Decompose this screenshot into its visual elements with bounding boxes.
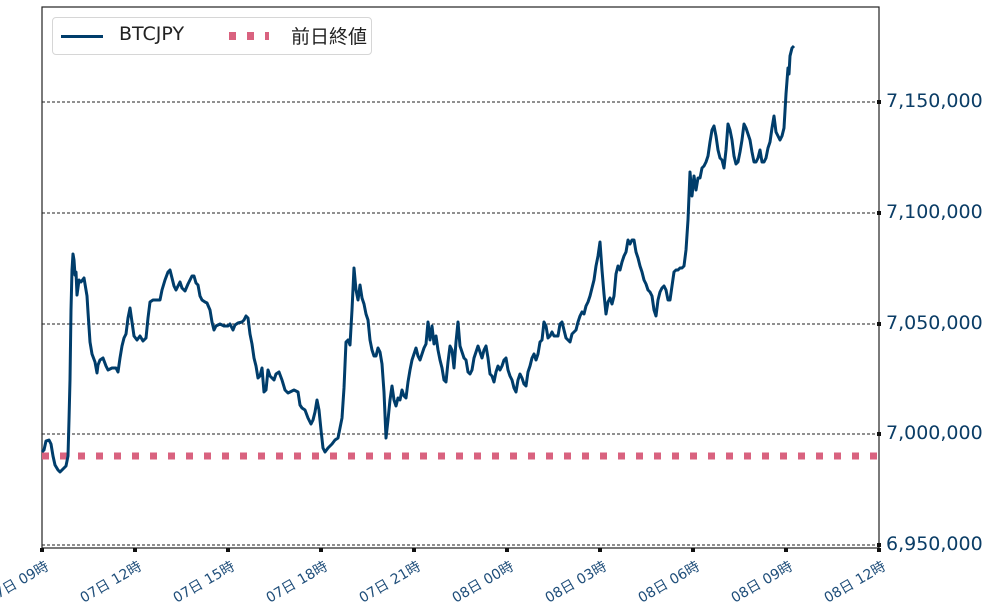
- y-axis-label: 7,150,000: [886, 90, 983, 112]
- y-tick-marks: [877, 100, 881, 547]
- legend: BTCJPY 前日終値: [52, 17, 372, 55]
- y-axis-label: 7,000,000: [886, 422, 983, 444]
- y-axis-label: 7,100,000: [886, 201, 983, 223]
- btcjpy-legend-line-icon: [61, 35, 103, 38]
- y-axis-label: 6,950,000: [886, 533, 983, 555]
- previous-close-legend-dots-icon: [229, 32, 273, 40]
- y-axis-label: 7,050,000: [886, 312, 983, 334]
- legend-label-previous-close: 前日終値: [291, 26, 368, 48]
- plot-area: [41, 6, 880, 549]
- x-tick-marks: [40, 548, 881, 552]
- legend-label-btcjpy: BTCJPY: [119, 23, 185, 45]
- btcjpy-price-line: [40, 44, 796, 474]
- gridlines: [42, 101, 879, 546]
